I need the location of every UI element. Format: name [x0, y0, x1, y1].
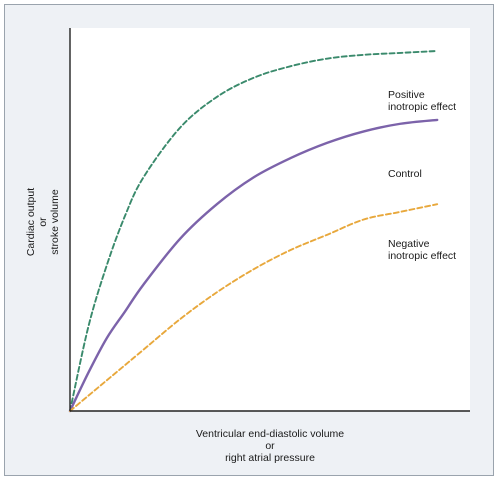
x-axis-label-line-2: or: [265, 440, 275, 452]
negative-inotropic-label-line-1: Negative: [388, 238, 430, 250]
negative-inotropic-label-line-2: inotropic effect: [388, 250, 456, 262]
labels-group: Ventricular end-diastolic volume or righ…: [25, 89, 456, 464]
plot-area: [70, 28, 470, 411]
y-axis-label-line-3: stroke volume: [49, 189, 61, 255]
control-curve: [68, 118, 439, 413]
x-axis-label-line-1: Ventricular end-diastolic volume: [196, 428, 344, 440]
control-label: Control: [388, 168, 422, 180]
plot-background: [70, 28, 470, 411]
y-axis-label-line-1: Cardiac output: [25, 188, 37, 256]
positive-inotropic-curve: [69, 50, 439, 412]
y-axis-label-line-2: or: [37, 217, 49, 227]
x-axis-label-line-3: right atrial pressure: [225, 452, 315, 464]
positive-inotropic-label-line-1: Positive: [388, 89, 425, 101]
positive-inotropic-label-line-2: inotropic effect: [388, 101, 456, 113]
negative-inotropic-curve: [69, 203, 439, 412]
axes-group: [69, 28, 470, 412]
y-axis-label: Cardiac output or stroke volume: [25, 188, 61, 256]
series-group: [68, 50, 439, 413]
